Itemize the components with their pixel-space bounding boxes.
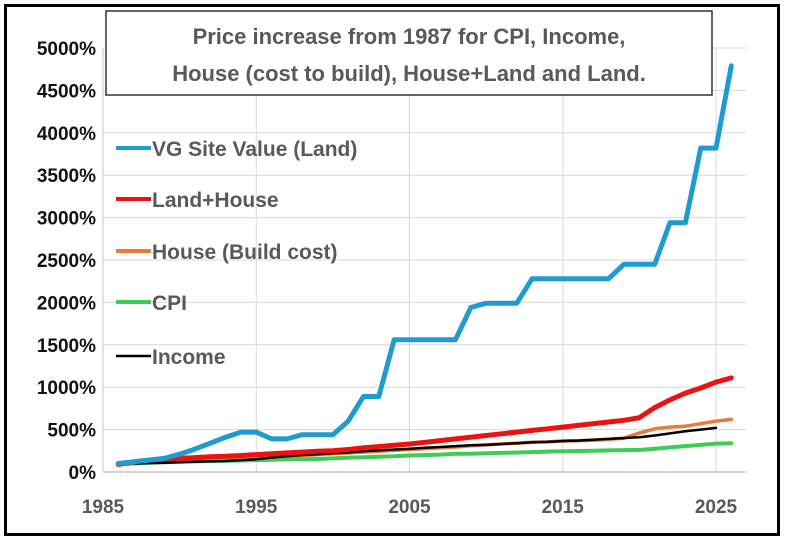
x-tick-label: 2015 — [542, 497, 585, 518]
y-tick-label: 3000% — [37, 209, 96, 230]
legend: VG Site Value (Land) Land+House House (Bui… — [116, 138, 357, 369]
chart-title-line-2: House (cost to build), House+Land and La… — [172, 61, 646, 86]
legend-entry-cpi: CPI — [116, 292, 187, 315]
chart-title-box: Price increase from 1987 for CPI, Income… — [105, 10, 713, 96]
x-tick-label: 2025 — [695, 497, 738, 518]
y-tick-label: 2000% — [37, 293, 96, 314]
y-tick-label: 4500% — [37, 81, 96, 102]
y-tick-label: 4000% — [37, 124, 96, 145]
x-tick-label: 1995 — [235, 497, 278, 518]
title-box-border — [105, 10, 713, 96]
y-tick-label: 5000% — [37, 39, 96, 60]
chart-title-line-1: Price increase from 1987 for CPI, Income… — [193, 24, 626, 49]
legend-entry-vg-site-value-land: VG Site Value (Land) — [116, 138, 357, 161]
legend-label: Income — [152, 346, 226, 369]
series-line-vg-site-value-land — [115, 63, 734, 466]
series-line-land-house — [115, 375, 734, 467]
legend-label: CPI — [152, 292, 187, 315]
y-tick-label: 2500% — [37, 251, 96, 272]
x-tick-label: 1985 — [82, 497, 125, 518]
y-tick-label: 1500% — [37, 336, 96, 357]
legend-label: Land+House — [152, 189, 279, 212]
series-line-income — [132, 426, 718, 465]
y-axis-ticks: 0% 500% 1000% 1500% 2000% 2500% 3000% 3500% 4000… — [37, 39, 96, 484]
legend-entry-income: Income — [116, 346, 226, 369]
axes — [102, 48, 746, 473]
series-lines — [115, 63, 734, 467]
x-tick-label: 2005 — [388, 497, 431, 518]
legend-entry-land-house: Land+House — [116, 189, 279, 212]
y-tick-label: 0% — [69, 463, 97, 484]
y-tick-label: 3500% — [37, 166, 96, 187]
legend-label: House (Build cost) — [152, 241, 338, 264]
legend-entry-house-build-cost: House (Build cost) — [116, 241, 338, 264]
y-tick-label: 500% — [47, 421, 96, 442]
x-axis-ticks: 1985 1995 2005 2015 2025 — [82, 497, 738, 518]
y-tick-label: 1000% — [37, 378, 96, 399]
legend-label: VG Site Value (Land) — [152, 138, 357, 161]
